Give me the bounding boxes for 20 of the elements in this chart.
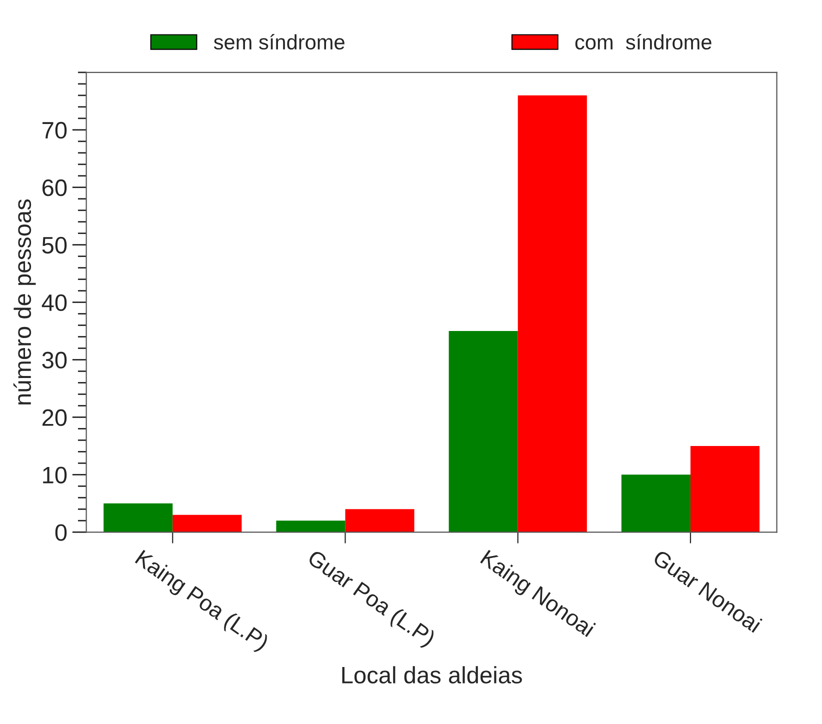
bar — [690, 446, 760, 532]
y-tick-label: 70 — [42, 122, 67, 139]
y-tick-label: 20 — [42, 409, 67, 426]
y-tick-label: 40 — [42, 294, 67, 312]
y-tick-label: 50 — [42, 236, 67, 254]
bar — [448, 331, 518, 532]
bar — [104, 503, 173, 532]
y-tick-label: 30 — [42, 352, 67, 369]
legend-label: sem síndrome — [214, 34, 344, 50]
bar — [276, 520, 346, 532]
bar — [345, 509, 414, 532]
x-axis-title: Local das aldeias — [342, 666, 522, 684]
y-tick-label: 10 — [43, 466, 67, 484]
legend-label: com síndrome — [575, 34, 712, 50]
y-axis-title: número de pessoas — [13, 199, 36, 404]
bar — [172, 514, 242, 532]
y-tick-label: 0 — [55, 524, 67, 541]
y-tick-label: 60 — [42, 179, 67, 196]
bar — [621, 474, 690, 532]
bar — [518, 95, 587, 532]
